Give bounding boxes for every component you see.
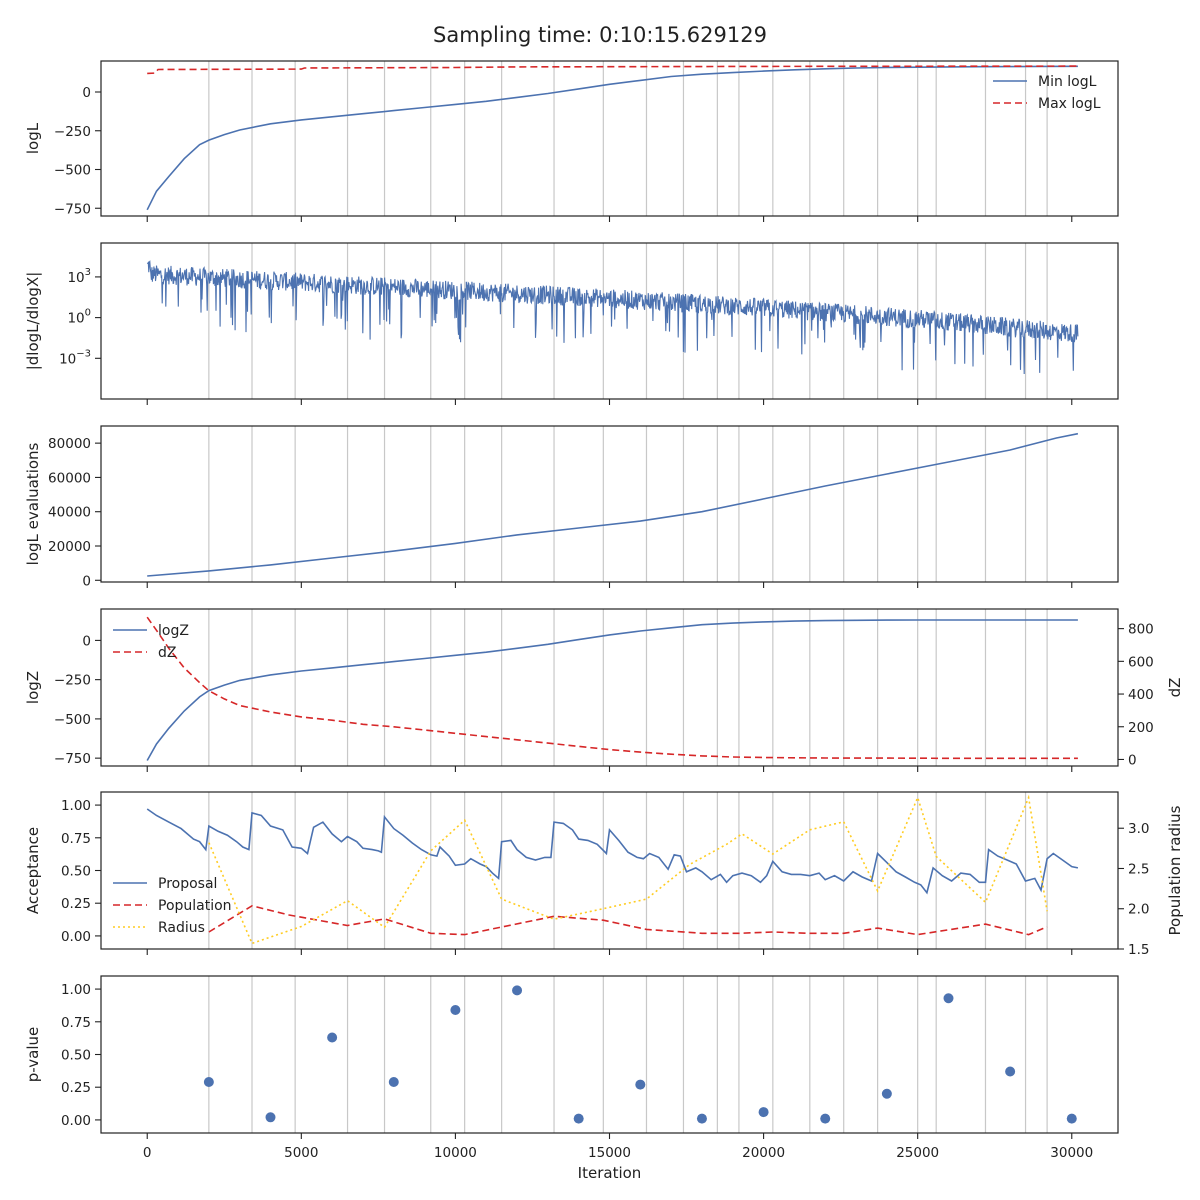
y-tick-label: 0.25 bbox=[61, 1080, 91, 1096]
x-tick-label: 30000 bbox=[1050, 1145, 1093, 1161]
legend-label: dZ bbox=[158, 645, 176, 661]
x-tick-label: 15000 bbox=[588, 1145, 631, 1161]
axes-frame bbox=[100, 975, 1119, 1134]
data-point bbox=[696, 1113, 707, 1124]
y-tick-label: 1.00 bbox=[61, 798, 91, 814]
y-tick-label: 0 bbox=[82, 633, 91, 649]
y-tick-label: 100 bbox=[67, 308, 91, 327]
legend-label: Max logL bbox=[1038, 96, 1101, 112]
y-tick-label: −500 bbox=[54, 163, 91, 179]
y-tick-label: 0 bbox=[82, 85, 91, 101]
x-tick-label: 0 bbox=[143, 1145, 152, 1161]
y-tick-label: −750 bbox=[54, 751, 91, 767]
y2-tick-label: 2.5 bbox=[1128, 861, 1149, 877]
data-point bbox=[265, 1112, 276, 1123]
axes-frame bbox=[100, 425, 1119, 583]
panel-pvalue: 0 5000 10000 15000 20000 25000 30000 1.00 0.75 0.… bbox=[24, 975, 1119, 1182]
y2-tick-label: 200 bbox=[1128, 720, 1154, 736]
series-line-radius bbox=[208, 794, 1048, 945]
y-axis-label: logL bbox=[24, 122, 42, 154]
y-tick-label: 0.00 bbox=[61, 1113, 91, 1129]
x-tick-label: 5000 bbox=[284, 1145, 318, 1161]
y-tick-label: 80000 bbox=[48, 436, 91, 452]
y-tick-label: 60000 bbox=[48, 470, 91, 486]
x-tick-label: 20000 bbox=[742, 1145, 785, 1161]
axes-frame bbox=[100, 791, 1119, 950]
y-tick-label: −250 bbox=[54, 673, 91, 689]
y-axis-label: logL evaluations bbox=[24, 442, 42, 565]
data-point bbox=[388, 1076, 399, 1087]
x-tick-label: 10000 bbox=[434, 1145, 477, 1161]
series-line-proposal bbox=[146, 808, 1079, 895]
y-axis-label: |dlogL/dlogX| bbox=[24, 272, 42, 371]
y-tick-label: 103 bbox=[67, 267, 91, 286]
y-tick-label: 40000 bbox=[48, 505, 91, 521]
series-line-min-logl bbox=[146, 65, 1078, 211]
series-line-population bbox=[208, 904, 1048, 936]
data-point bbox=[635, 1079, 646, 1090]
y2-tick-label: 0 bbox=[1128, 752, 1137, 768]
y2-axis-label: dZ bbox=[1166, 678, 1184, 698]
data-point bbox=[450, 1005, 461, 1016]
data-point bbox=[327, 1032, 338, 1043]
y-tick-label: 0.50 bbox=[61, 1048, 91, 1064]
series-line-max-logl bbox=[147, 65, 1078, 75]
y-tick-exponent: 3 bbox=[85, 267, 91, 278]
data-point bbox=[1066, 1113, 1077, 1124]
y2-tick-label: 400 bbox=[1128, 687, 1154, 703]
data-point bbox=[758, 1107, 769, 1118]
y-tick-label: 0.75 bbox=[61, 1015, 91, 1031]
y-tick-label: 0.25 bbox=[61, 896, 91, 912]
y2-tick-label: 2.0 bbox=[1128, 902, 1149, 918]
y2-axis-label: Population radius bbox=[1166, 805, 1184, 935]
panel-evals: 0 20000 40000 60000 80000 logL evaluations bbox=[24, 425, 1119, 589]
y-axis-label: p-value bbox=[24, 1027, 42, 1083]
y-tick-label: −250 bbox=[54, 124, 91, 140]
series-line-logz bbox=[146, 619, 1078, 761]
data-point bbox=[203, 1076, 214, 1087]
data-point bbox=[820, 1113, 831, 1124]
legend-label: Population bbox=[158, 898, 232, 914]
y2-tick-label: 800 bbox=[1128, 622, 1154, 638]
y2-tick-label: 600 bbox=[1128, 654, 1154, 670]
legend-label: Proposal bbox=[158, 876, 217, 892]
data-point bbox=[512, 985, 523, 996]
legend-label: Radius bbox=[158, 920, 205, 936]
y-axis-label: Acceptance bbox=[24, 827, 42, 914]
panel-logz: 0 −250 −500 −750 800 600 400 200 0 logZ dZ logZ dZ bbox=[24, 608, 1184, 772]
data-point bbox=[943, 993, 954, 1004]
y-tick-label: 1.00 bbox=[61, 982, 91, 998]
panel-accept: 1.00 0.75 0.50 0.25 0.00 3.0 2.5 2.0 1.5 Acceptan… bbox=[24, 791, 1184, 958]
y-tick-label: 0.75 bbox=[61, 831, 91, 847]
data-point bbox=[1005, 1066, 1016, 1077]
y-tick-label: 20000 bbox=[48, 539, 91, 555]
y2-tick-label: 3.0 bbox=[1128, 821, 1149, 837]
x-axis-label: Iteration bbox=[578, 1164, 642, 1182]
data-point bbox=[881, 1088, 892, 1099]
y-tick-label: 0.50 bbox=[61, 864, 91, 880]
y-tick-label: 0 bbox=[82, 573, 91, 589]
legend-label: logZ bbox=[158, 623, 189, 639]
y-tick-label: 0.00 bbox=[61, 929, 91, 945]
data-point bbox=[573, 1113, 584, 1124]
y-tick-label: −750 bbox=[54, 201, 91, 217]
y-tick-label: −500 bbox=[54, 712, 91, 728]
y-tick-exponent: 0 bbox=[85, 308, 91, 319]
y2-tick-label: 1.5 bbox=[1128, 942, 1149, 958]
y-tick-exponent: −3 bbox=[76, 348, 91, 359]
x-tick-label: 25000 bbox=[896, 1145, 939, 1161]
y-axis-label: logZ bbox=[24, 671, 42, 704]
axes-frame bbox=[100, 608, 1119, 767]
panel-logl: 0 −250 −500 −750 logL Min logL Max logL bbox=[24, 60, 1119, 222]
y-tick-label: 10−3 bbox=[59, 348, 91, 367]
series-line-derivative bbox=[146, 260, 1079, 375]
series-line-main bbox=[147, 432, 1079, 577]
figure-title: Sampling time: 0:10:15.629129 bbox=[433, 23, 767, 47]
panel-dlogl: 103 100 10−3 |dlogL/dlogX| bbox=[24, 242, 1119, 405]
legend-label: Min logL bbox=[1038, 74, 1097, 90]
series-line-dz bbox=[146, 616, 1078, 760]
